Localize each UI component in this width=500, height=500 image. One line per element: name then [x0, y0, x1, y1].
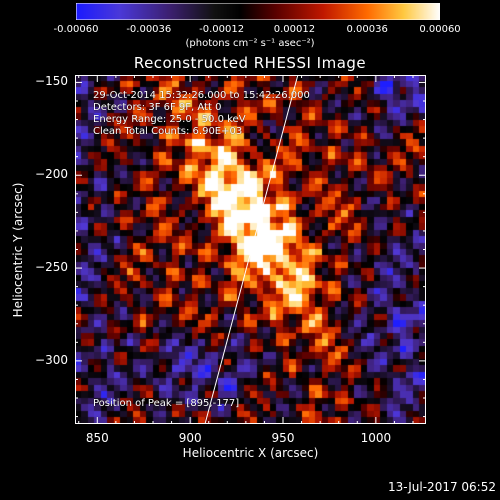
x-tick-label: 1000	[360, 431, 392, 445]
info-method-counts: Clean Total Counts: 6.90E+03	[93, 126, 243, 137]
solar-limb-line	[204, 75, 299, 424]
info-detectors: Detectors: 3F 6F 9F, Att 0	[93, 102, 222, 113]
colorbar-tick-label: -0.00012	[199, 24, 245, 35]
date-stamp: 13-Jul-2017 06:52	[387, 480, 496, 494]
x-tick-label: 900	[178, 431, 202, 445]
colorbar-tick-label: 0.00036	[346, 24, 388, 35]
y-axis-label: Heliocentric Y (arcsec)	[11, 182, 25, 318]
colorbar-tick-label: 0.00012	[273, 24, 316, 35]
axis-ticks	[75, 75, 426, 424]
colorbar-tick-label: -0.00060	[53, 24, 99, 35]
colorbar-units: (photons cm⁻² s⁻¹ asec⁻²)	[185, 38, 315, 49]
y-tick-label: −150	[35, 74, 68, 89]
colorbar-tick-label: -0.00036	[126, 24, 172, 35]
colorbar	[76, 3, 440, 20]
y-tick-label: −200	[35, 167, 68, 182]
y-tick-label: −250	[35, 260, 68, 275]
colorbar-tick-label: 0.00060	[419, 24, 461, 35]
heatmap-image	[75, 75, 426, 424]
plot-frame	[75, 75, 426, 424]
y-tick-label: −300	[35, 352, 68, 367]
x-tick-label: 950	[271, 431, 295, 445]
x-tick-label: 850	[85, 431, 109, 445]
info-peak-position: Position of Peak = [895,-177]	[93, 398, 240, 409]
x-axis-label: Heliocentric X (arcsec)	[182, 446, 319, 460]
info-time-range: 29-Oct-2014 15:32:26.000 to 15:42:26.000	[93, 90, 310, 101]
info-energy-range: Energy Range: 25.0 - 50.0 keV	[93, 114, 246, 125]
chart-title: Reconstructed RHESSI Image	[133, 54, 367, 72]
